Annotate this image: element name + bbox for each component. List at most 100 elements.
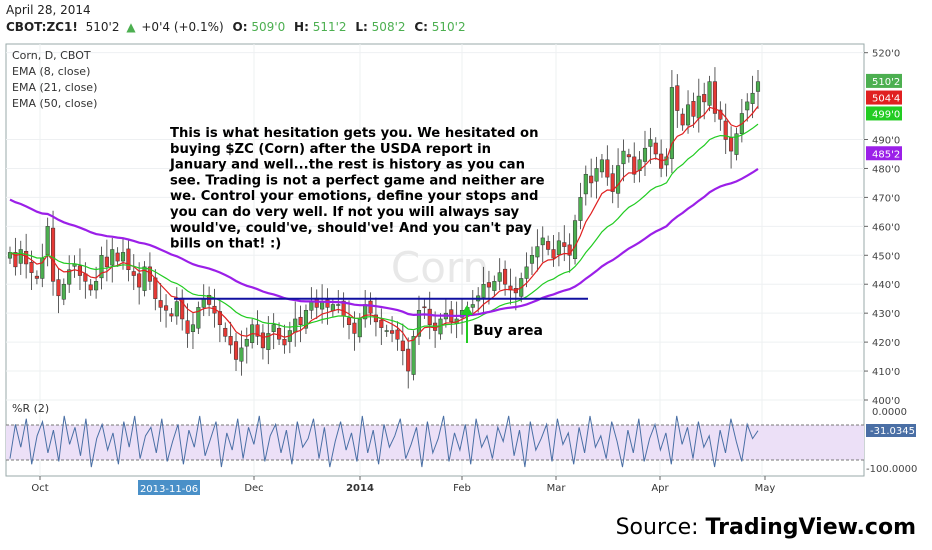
- candle: [158, 283, 163, 322]
- candle: [51, 210, 56, 296]
- legend-ema8[interactable]: EMA (8, close): [12, 65, 90, 78]
- source-prefix: Source:: [616, 515, 706, 540]
- candle: [750, 75, 755, 119]
- annotation-line: you can do very well. If not you will al…: [170, 205, 519, 220]
- wpr-band: [6, 425, 864, 460]
- annotation-line: would've, could've, should've! And you c…: [170, 221, 532, 236]
- wpr-tick-100: -100.0000: [866, 464, 917, 475]
- time-tick: 2014: [346, 483, 374, 494]
- cursor-date-bg: [138, 480, 200, 495]
- ema-21-line: [9, 123, 759, 331]
- candle: [610, 164, 615, 204]
- candle: [718, 101, 723, 131]
- candle: [255, 310, 260, 346]
- candle: [605, 145, 610, 186]
- candle: [707, 75, 712, 112]
- annotation-line: This is what hesitation gets you. We hes…: [170, 126, 538, 141]
- candle: [621, 139, 626, 182]
- candle: [223, 322, 228, 343]
- candle: [551, 235, 556, 267]
- candle: [126, 240, 131, 282]
- candle: [282, 324, 287, 354]
- candle: [7, 246, 13, 264]
- candle: [228, 321, 233, 354]
- candle: [492, 275, 497, 297]
- candle: [755, 70, 761, 109]
- candle: [632, 142, 637, 183]
- legend-ema21[interactable]: EMA (21, close): [12, 81, 97, 94]
- candle: [185, 303, 190, 348]
- time-tick: Oct: [31, 483, 48, 494]
- williams-r: [9, 415, 759, 468]
- candle: [379, 308, 384, 346]
- candle: [691, 92, 696, 128]
- candle: [653, 137, 658, 160]
- candle: [734, 127, 739, 161]
- candle: [524, 252, 529, 288]
- candle: [303, 304, 309, 335]
- candle: [400, 323, 405, 366]
- candle: [642, 130, 648, 176]
- price-tick: 460'0: [872, 222, 900, 233]
- buy-area-label: Buy area: [473, 323, 543, 339]
- candle: [110, 237, 115, 283]
- candle: [497, 258, 502, 291]
- price-labels: 510'2 504'4 499'0 485'2: [866, 73, 902, 161]
- candle: [104, 239, 109, 282]
- candle: [529, 246, 535, 275]
- header-low-label: L:: [355, 20, 367, 34]
- candle: [626, 148, 631, 163]
- annotation-line: buying $ZC (Corn) after the USDA report …: [170, 142, 491, 157]
- price-marker-label: 510'2: [872, 77, 900, 88]
- candle: [169, 307, 174, 322]
- candle: [56, 268, 61, 314]
- candle: [556, 232, 561, 267]
- time-tick: Mar: [547, 483, 567, 494]
- price-axis[interactable]: 520'0 490'0 480'0 470'0 460'0 450'0 440'0 430'0…: [864, 49, 900, 407]
- candle: [13, 237, 18, 276]
- candle: [659, 139, 664, 178]
- candle: [535, 229, 540, 272]
- candle: [745, 93, 750, 122]
- candle: [260, 324, 265, 360]
- header-open: 509'0: [251, 20, 285, 34]
- ema-8-line: [9, 105, 759, 342]
- candle: [416, 295, 422, 346]
- wpr-current-label: -31.0345: [870, 426, 915, 437]
- time-tick: May: [755, 483, 776, 494]
- price-marker-label: 499'0: [872, 109, 900, 120]
- williams-r-line: [9, 415, 759, 468]
- candle: [298, 305, 303, 343]
- ema-lines: [9, 105, 759, 342]
- price-tick: 430'0: [872, 309, 900, 320]
- source-name: TradingView.com: [706, 515, 916, 540]
- candle: [680, 108, 685, 131]
- candle: [115, 247, 120, 267]
- price-tick: 400'0: [872, 396, 900, 407]
- candle: [131, 254, 136, 291]
- cursor-date-label: 2013-11-06: [140, 484, 198, 495]
- candle: [384, 324, 389, 337]
- time-axis[interactable]: Oct Dec 2014 Feb Mar Apr May: [31, 476, 775, 494]
- price-marker-label: 485'2: [872, 149, 900, 160]
- header-close: 510'2: [432, 20, 466, 34]
- legend-title: Corn, D, CBOT: [12, 49, 91, 62]
- candle: [664, 148, 669, 177]
- source-credit: Source: TradingView.com: [616, 515, 916, 540]
- header-low: 508'2: [372, 20, 406, 34]
- price-tick: 420'0: [872, 338, 900, 349]
- candle: [217, 299, 222, 343]
- candle: [411, 330, 416, 381]
- candle: [616, 148, 621, 208]
- price-tick: 470'0: [872, 193, 900, 204]
- ema-50-line: [9, 167, 759, 318]
- candle: [594, 156, 599, 199]
- candle: [723, 103, 728, 154]
- candle: [88, 279, 93, 296]
- header-high: 511'2: [313, 20, 347, 34]
- legend-ema50[interactable]: EMA (50, close): [12, 97, 97, 110]
- candle: [578, 182, 583, 230]
- header-quote: CBOT:ZC1! 510'2 ▲ +0'4 (+0.1%) O: 509'0 …: [6, 20, 466, 34]
- candle: [190, 313, 196, 350]
